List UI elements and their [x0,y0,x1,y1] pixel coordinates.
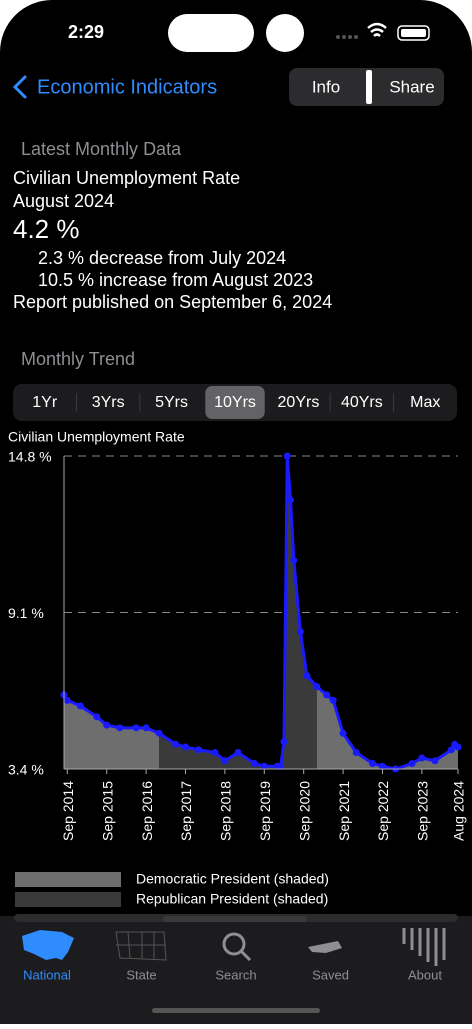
range-option[interactable]: 3Yrs [92,394,125,411]
wifi [367,22,387,37]
point [211,749,219,757]
point [63,696,71,704]
section-heading: Latest Monthly Data [21,139,182,159]
point [132,724,140,732]
status-time: 2:29 [68,22,104,42]
chart-title: Civilian Unemployment Rate [8,429,185,445]
saved-icon [308,941,342,953]
battery-level [401,29,426,37]
point [329,696,337,704]
range-option[interactable]: 1Yr [32,394,58,411]
point [155,729,163,737]
state-icon [115,931,167,961]
point [260,762,268,770]
share-button[interactable]: Share [389,77,434,96]
point [339,729,347,737]
x-tick-label: Sep 2016 [139,781,155,841]
x-tick-label: Sep 2020 [296,781,312,841]
legend-swatch [15,872,121,887]
point [369,760,377,768]
y-tick-label: 14.8 % [8,449,52,465]
point [250,760,258,768]
scroll-indicator [163,916,307,922]
y-tick-label: 9.1 % [8,605,44,621]
point [221,757,229,765]
point [290,556,298,564]
point [277,762,285,770]
range-option[interactable]: Max [410,394,440,411]
point [296,628,304,636]
point [76,702,84,710]
battery [397,25,430,41]
point [303,672,311,680]
x-tick-label: Aug 2024 [451,781,467,841]
series-name: Civilian Unemployment Rate [13,168,240,188]
point [280,738,288,746]
range-option[interactable]: 20Yrs [278,394,320,411]
search-icon-handle [239,949,252,962]
range-option[interactable]: 5Yrs [155,394,188,411]
point [431,757,439,765]
point [447,746,455,754]
tab-label[interactable]: About [408,967,442,982]
shaded-area [64,694,160,769]
section-heading: Monthly Trend [21,349,135,369]
point [287,496,295,504]
published: Report published on September 6, 2024 [13,292,332,312]
point [181,743,189,751]
x-tick-label: Sep 2019 [257,781,273,841]
point [142,724,150,732]
range-option[interactable]: 40Yrs [341,394,383,411]
point [408,760,416,768]
point [93,713,101,721]
point [454,743,462,751]
point [234,749,242,757]
x-tick-label: Sep 2023 [415,781,431,841]
period: August 2024 [13,191,114,211]
island-dot [266,14,304,52]
range-selected [205,386,265,419]
point [313,683,321,691]
change: 10.5 % increase from August 2023 [38,270,313,290]
point [283,452,291,460]
island [168,14,254,52]
change: 2.3 % decrease from July 2024 [38,248,286,268]
point [172,740,180,748]
shaded-area [159,456,317,769]
x-tick-label: Sep 2014 [60,781,76,841]
point [116,724,124,732]
latest-value: 4.2 % [13,214,80,244]
x-tick-label: Sep 2021 [336,781,352,841]
point [378,762,386,770]
point [195,746,203,754]
nav-title[interactable]: Economic Indicators [37,76,217,98]
legend-swatch [15,892,121,907]
national-icon [22,930,74,960]
tab-label[interactable]: Saved [312,967,349,982]
x-tick-label: Sep 2022 [375,781,391,841]
x-tick-label: Sep 2018 [218,781,234,841]
home-indicator [152,1008,320,1013]
point [103,721,111,729]
search-icon [222,932,246,956]
signal [336,35,358,39]
nav-divider [366,70,372,104]
point [418,754,426,762]
tab-label[interactable]: National [23,967,71,982]
legend-label: Republican President (shaded) [136,891,328,907]
back-chevron[interactable] [12,75,27,99]
tab-label[interactable]: State [126,967,156,982]
legend-label: Democratic President (shaded) [136,871,329,887]
about-icon [402,928,446,966]
x-tick-label: Sep 2015 [99,781,115,841]
point [323,691,331,699]
x-tick-label: Sep 2017 [178,781,194,841]
y-tick-label: 3.4 % [8,762,44,778]
point [352,749,360,757]
info-button[interactable]: Info [312,77,340,96]
tab-label[interactable]: Search [215,967,256,982]
range-option[interactable]: 10Yrs [214,394,256,411]
